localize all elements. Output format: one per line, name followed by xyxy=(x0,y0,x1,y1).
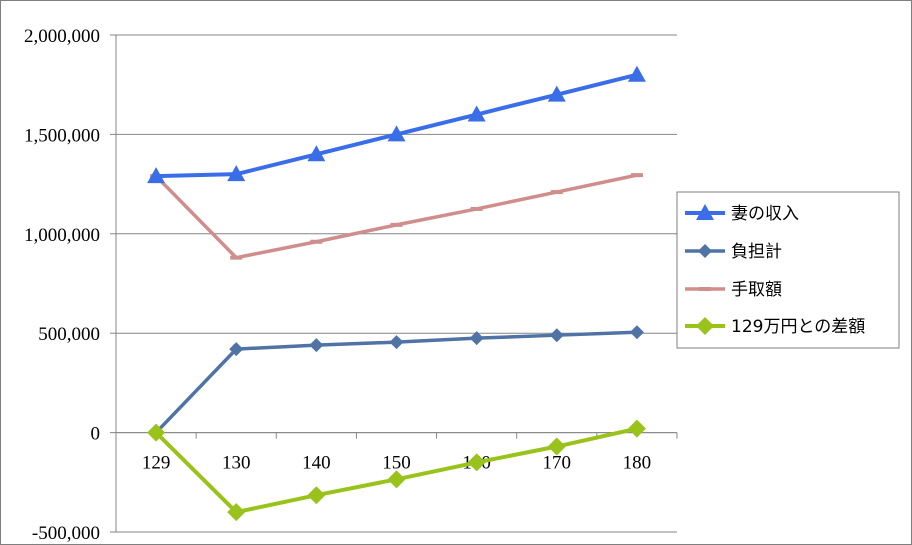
triangle-marker xyxy=(467,105,486,122)
triangle-marker xyxy=(227,165,246,182)
triangle-marker xyxy=(547,85,566,102)
triangle-marker xyxy=(696,204,714,220)
legend-label: 負担計 xyxy=(731,242,782,262)
axes xyxy=(110,34,678,533)
y-tick-label: 1,500,000 xyxy=(24,125,100,146)
diamond-marker xyxy=(698,244,712,258)
diamond-marker xyxy=(307,486,326,505)
diamond-marker xyxy=(387,470,406,489)
diamond-marker xyxy=(147,423,166,442)
diamond-marker xyxy=(627,419,646,438)
x-tick-label: 129 xyxy=(142,453,171,474)
legend-item: 妻の収入 xyxy=(685,204,799,224)
series-0 xyxy=(147,65,646,184)
legend-item: 手取額 xyxy=(685,280,782,300)
triangle-marker xyxy=(307,145,326,162)
diamond-marker xyxy=(229,342,244,357)
triangle-marker xyxy=(627,65,646,82)
diamond-marker xyxy=(309,338,324,353)
legend-item: 負担計 xyxy=(685,242,782,262)
diamond-marker xyxy=(227,503,246,522)
legend-label: 手取額 xyxy=(731,280,782,300)
y-tick-label: 2,000,000 xyxy=(24,26,100,47)
x-tick-label: 180 xyxy=(623,453,652,474)
series-group xyxy=(147,65,646,522)
diamond-marker xyxy=(629,325,644,340)
series-1 xyxy=(149,325,644,440)
series-2 xyxy=(150,173,643,260)
diamond-marker xyxy=(696,317,714,335)
diamond-marker xyxy=(469,331,484,346)
diamond-marker xyxy=(467,453,486,472)
x-tick-label: 150 xyxy=(382,453,411,474)
y-tick-label: -500,000 xyxy=(32,523,100,544)
diamond-marker xyxy=(549,328,564,343)
triangle-marker xyxy=(387,125,406,142)
y-tick-label: 0 xyxy=(91,424,101,445)
y-tick-label: 500,000 xyxy=(38,324,100,345)
triangle-marker xyxy=(147,167,166,184)
diamond-marker xyxy=(389,335,404,350)
y-tick-label: 1,000,000 xyxy=(24,225,100,246)
series-3 xyxy=(147,419,646,522)
y-tick-labels: -500,000 0 500,000 1,000,000 1,500,000 2,000,… xyxy=(24,26,100,544)
legend-item: 129万円との差額 xyxy=(685,317,865,337)
legend-label: 妻の収入 xyxy=(731,204,799,224)
x-tick-label: 130 xyxy=(222,453,251,474)
x-tick-label: 170 xyxy=(543,453,572,474)
legend-box xyxy=(676,191,900,349)
diamond-marker xyxy=(547,437,566,456)
series-line xyxy=(154,173,638,260)
x-tick-labels: 129130140150160170180 xyxy=(142,453,651,474)
x-tick-label: 140 xyxy=(302,453,331,474)
legend-label: 129万円との差額 xyxy=(731,317,865,337)
